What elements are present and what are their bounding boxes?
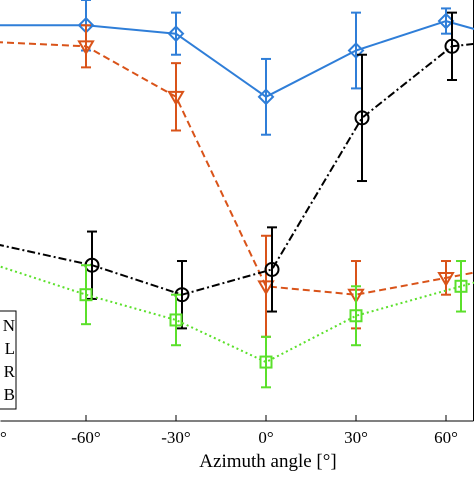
legend-label-l: L bbox=[5, 339, 15, 358]
marker-green bbox=[349, 309, 363, 323]
x-tick-label: ° bbox=[0, 428, 7, 447]
marker-black bbox=[264, 261, 280, 277]
marker-blue bbox=[437, 12, 455, 30]
marker-orange bbox=[167, 90, 185, 106]
x-tick-label: -30° bbox=[161, 428, 190, 447]
plot-area bbox=[0, 0, 474, 422]
series-line-green bbox=[0, 265, 474, 364]
marker-orange bbox=[257, 280, 275, 296]
marker-green bbox=[259, 355, 273, 369]
marker-blue bbox=[257, 88, 275, 106]
marker-orange bbox=[77, 40, 95, 56]
marker-green bbox=[454, 279, 468, 293]
marker-orange bbox=[437, 271, 455, 287]
x-axis-label: Azimuth angle [°] bbox=[199, 451, 336, 472]
series-line-black bbox=[0, 42, 474, 296]
legend-label-r: R bbox=[4, 362, 16, 381]
marker-green bbox=[79, 288, 93, 302]
marker-green bbox=[169, 313, 183, 327]
marker-blue bbox=[167, 25, 185, 43]
legend-box bbox=[0, 310, 17, 410]
x-axis-ticks: ° -60° -30° 0° 30° 60° bbox=[0, 415, 458, 447]
x-tick-label: 60° bbox=[434, 428, 458, 447]
marker-blue bbox=[347, 42, 365, 59]
marker-black bbox=[444, 38, 460, 54]
legend-label-n: N bbox=[3, 316, 15, 335]
marker-black bbox=[354, 110, 370, 126]
x-tick-label: 0° bbox=[258, 428, 273, 447]
series-line-orange bbox=[0, 41, 474, 296]
x-tick-label: -60° bbox=[71, 428, 100, 447]
x-tick-label: 30° bbox=[344, 428, 368, 447]
legend-label-b: B bbox=[4, 385, 15, 404]
